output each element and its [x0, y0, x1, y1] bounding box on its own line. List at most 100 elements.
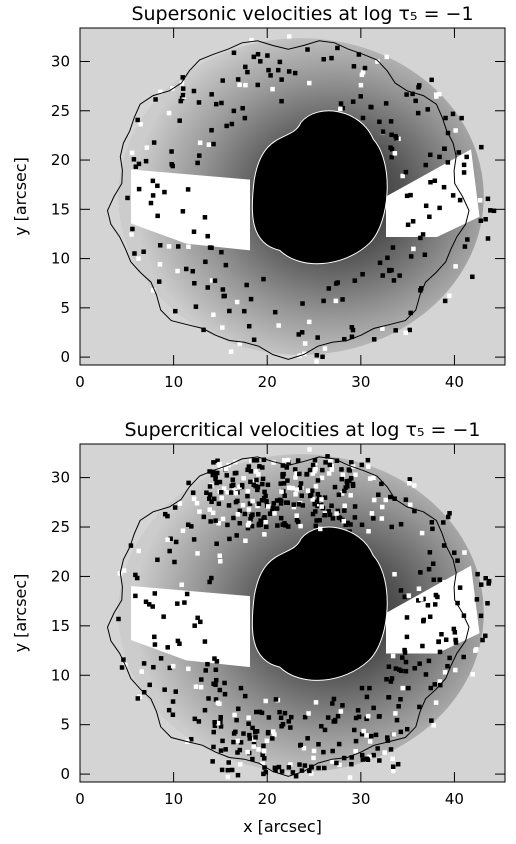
pixel [403, 659, 409, 665]
pixel [316, 501, 321, 507]
pixel [376, 492, 381, 497]
pixel [261, 276, 266, 282]
pixel [260, 752, 265, 758]
pixel [293, 492, 298, 497]
pixel [441, 520, 446, 525]
pixel [214, 480, 219, 486]
pixel [235, 498, 240, 504]
pixel [186, 244, 191, 249]
pixel [485, 196, 491, 202]
pixel [400, 173, 405, 179]
pixel [207, 507, 213, 512]
pixel [206, 142, 212, 147]
pixel [150, 193, 156, 198]
pixel [243, 82, 248, 88]
pixel [151, 140, 157, 145]
pixel [173, 689, 179, 694]
pixel [483, 633, 488, 639]
pixel [428, 179, 433, 185]
pixel [155, 183, 160, 189]
pixel [433, 592, 439, 598]
pixel [353, 715, 359, 721]
pixel [416, 598, 421, 603]
pixel [261, 748, 267, 754]
pixel [199, 677, 204, 682]
umbra [252, 527, 388, 681]
pixel [351, 727, 357, 733]
pixel [211, 312, 216, 318]
pixel [348, 476, 354, 481]
pixel [231, 739, 236, 745]
pixel [367, 754, 372, 760]
pixel [196, 100, 202, 105]
pixel [371, 752, 376, 758]
pixel [129, 150, 135, 156]
pixel [380, 326, 385, 331]
pixel [223, 747, 228, 752]
pixel [209, 499, 214, 505]
pixel [202, 707, 208, 713]
pixel [170, 663, 176, 669]
pixel [450, 111, 456, 117]
pixel [350, 481, 356, 487]
pixel [179, 81, 185, 86]
pixel [188, 736, 194, 742]
pixel [195, 615, 200, 621]
pixel [408, 192, 413, 198]
pixel [302, 763, 308, 768]
pixel [180, 86, 186, 91]
y-tick-label: 5 [60, 716, 70, 734]
pixel [260, 476, 266, 482]
x-tick-label: 30 [351, 373, 370, 391]
pixel [139, 595, 144, 601]
pixel [366, 464, 371, 469]
pixel [326, 509, 331, 514]
pixel [427, 614, 433, 619]
pixel [220, 325, 225, 330]
pixel [207, 496, 212, 501]
pixel [136, 161, 142, 167]
pixel [462, 244, 468, 249]
pixel [432, 178, 438, 184]
pixel [396, 704, 401, 709]
pixel [336, 492, 342, 497]
pixel [248, 296, 254, 302]
pixel [310, 462, 316, 468]
pixel [172, 505, 178, 510]
umbra-contour [251, 526, 388, 681]
pixel [412, 508, 417, 514]
pixel [254, 477, 259, 483]
pixel [321, 56, 326, 62]
pixel [406, 685, 411, 691]
pixel [416, 586, 422, 591]
pixel [242, 308, 247, 314]
pixel [260, 481, 265, 487]
pixel [220, 78, 226, 83]
pixel [264, 499, 269, 504]
pixel [226, 760, 231, 765]
pixel [169, 149, 174, 154]
pixel [478, 613, 484, 619]
pixel [130, 226, 135, 232]
pixel [179, 582, 184, 588]
pixel [125, 195, 130, 201]
pixel [318, 526, 323, 532]
pixel [350, 99, 356, 104]
pixel [321, 749, 326, 755]
pixel [266, 504, 271, 509]
pixel [243, 538, 248, 544]
pixel [291, 504, 297, 510]
pixel [389, 132, 394, 138]
pixel [425, 107, 431, 112]
pixel [186, 666, 191, 672]
pixel [394, 717, 400, 723]
pixel [266, 715, 272, 720]
pixel [206, 696, 211, 701]
x-tick-label: 20 [258, 373, 277, 391]
pixel [217, 479, 223, 485]
pixel [152, 642, 158, 647]
pixel [208, 519, 213, 524]
pixel [192, 280, 197, 286]
pixel [353, 738, 359, 744]
